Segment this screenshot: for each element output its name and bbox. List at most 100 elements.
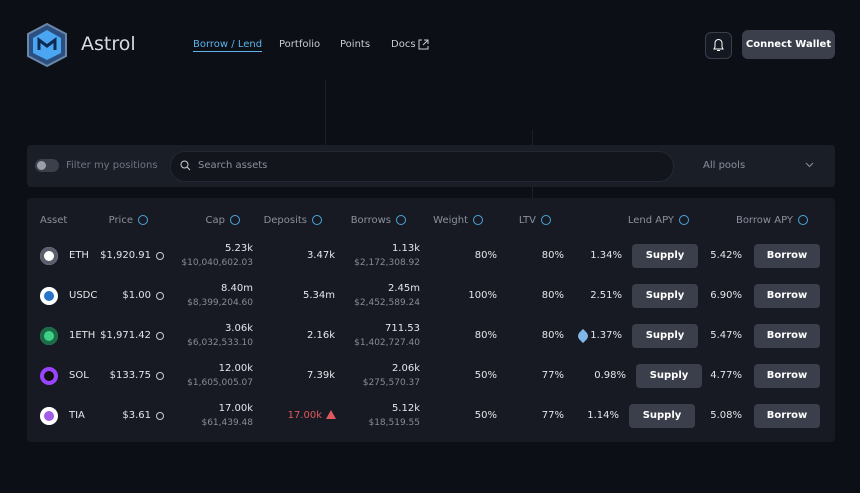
external-icon [418, 39, 429, 50]
asset-icon [40, 407, 58, 425]
price: $133.75 [109, 370, 151, 381]
oracle-icon [156, 332, 164, 340]
column-header: Weight [433, 215, 483, 226]
asset-name: TIA [69, 410, 85, 421]
cap-usd: $8,399,204.60 [187, 298, 253, 308]
connect-wallet[interactable]: Connect Wallet [742, 30, 835, 59]
borrows-usd: $275,570.37 [362, 378, 420, 388]
borrow-button[interactable]: Borrow [754, 324, 820, 348]
column-header: Price [109, 215, 148, 226]
supply-button[interactable]: Supply [632, 244, 698, 268]
ltv: 80% [541, 250, 564, 261]
asset-icon [40, 327, 58, 345]
brand: Astrol [81, 33, 136, 55]
price: $1,971.42 [100, 330, 151, 341]
borrow-apy: 6.90% [710, 290, 742, 301]
supply-button[interactable]: Supply [632, 324, 698, 348]
lend-apy: 1.37% [590, 330, 622, 341]
search-box[interactable] [170, 151, 674, 182]
oracle-icon [156, 372, 164, 380]
borrows: 2.06k [391, 363, 420, 374]
column-header: Deposits [264, 215, 322, 226]
info-icon [396, 215, 406, 225]
lend-apy: 0.98% [594, 370, 626, 381]
borrows: 1.13k [391, 243, 420, 254]
lend-apy: 1.14% [587, 410, 619, 421]
info-icon [138, 215, 148, 225]
pool-select[interactable]: All pools [703, 160, 746, 171]
weight: 100% [468, 290, 497, 301]
warning-icon [326, 410, 336, 419]
deposits: 3.47k [306, 250, 335, 261]
weight: 80% [474, 330, 497, 341]
column-header: Borrow APY [736, 215, 808, 226]
borrow-button[interactable]: Borrow [754, 404, 820, 428]
cap: 8.40m [220, 283, 253, 294]
deposits: 7.39k [306, 370, 335, 381]
logo [27, 22, 67, 68]
supply-button[interactable]: Supply [632, 284, 698, 308]
info-icon [679, 215, 689, 225]
supply-button[interactable]: Supply [636, 364, 702, 388]
header-text: Deposits [263, 215, 307, 226]
lend-apy: 1.34% [590, 250, 622, 261]
cap-usd: $10,040,602.03 [181, 258, 253, 268]
borrow-apy: 4.77% [710, 370, 742, 381]
header-text: Cap [205, 215, 225, 226]
column-header: Borrows [351, 215, 406, 226]
price: $1,920.91 [100, 250, 151, 261]
column-header: LTV [519, 215, 551, 226]
nav-link[interactable]: Borrow / Lend [193, 39, 263, 52]
borrows-usd: $1,402,727.40 [354, 338, 420, 348]
header-text: Price [108, 215, 133, 226]
deposits: 17.00k [287, 410, 322, 421]
header-text: Lend APY [627, 215, 674, 226]
cap: 5.23k [224, 243, 253, 254]
borrow-button[interactable]: Borrow [754, 364, 820, 388]
info-icon [541, 215, 551, 225]
toggle-label: Filter my positions [66, 160, 158, 171]
borrow-apy: 5.42% [710, 250, 742, 261]
toggle[interactable] [35, 159, 59, 172]
info-icon [473, 215, 483, 225]
borrow-button[interactable]: Borrow [754, 244, 820, 268]
asset-icon [40, 247, 58, 265]
weight: 50% [474, 370, 497, 381]
ltv: 77% [541, 410, 564, 421]
ltv: 80% [541, 290, 564, 301]
ltv: 80% [541, 330, 564, 341]
search-placeholder: Search assets [198, 160, 268, 171]
column-header: Cap [206, 215, 240, 226]
nav-link[interactable]: Points [340, 39, 371, 50]
weight: 50% [474, 410, 497, 421]
borrows-usd: $18,519.55 [368, 418, 420, 428]
bell-button[interactable] [705, 32, 732, 59]
ltv: 77% [541, 370, 564, 381]
info-icon [312, 215, 322, 225]
bg-line [325, 80, 326, 150]
info-icon [798, 215, 808, 225]
borrow-apy: 5.47% [710, 330, 742, 341]
cap-usd: $61,439.48 [201, 418, 253, 428]
nav-link[interactable]: Portfolio [279, 39, 321, 50]
chevron [805, 162, 814, 168]
deposits: 5.34m [302, 290, 335, 301]
column-header: Lend APY [628, 215, 689, 226]
table [27, 198, 835, 442]
asset-icon [40, 367, 58, 385]
asset-icon [40, 287, 58, 305]
cap-usd: $1,605,005.07 [187, 378, 253, 388]
borrow-apy: 5.08% [710, 410, 742, 421]
borrow-button[interactable]: Borrow [754, 284, 820, 308]
supply-button[interactable]: Supply [629, 404, 695, 428]
cap-usd: $6,032,533.10 [187, 338, 253, 348]
asset-name: ETH [69, 250, 89, 261]
price: $3.61 [122, 410, 151, 421]
nav-link[interactable]: Docs [391, 39, 416, 50]
oracle-icon [156, 292, 164, 300]
header-text: Borrow APY [735, 215, 793, 226]
borrows: 2.45m [387, 283, 420, 294]
cap: 17.00k [218, 403, 253, 414]
price: $1.00 [122, 290, 151, 301]
